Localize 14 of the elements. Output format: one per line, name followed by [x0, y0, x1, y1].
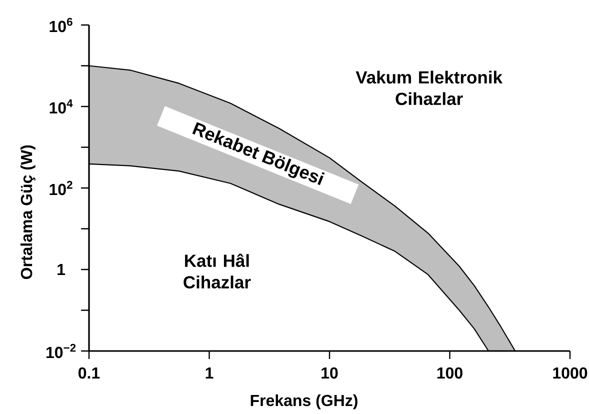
x-axis-title: Frekans (GHz) — [250, 394, 358, 410]
y-tick-label: 10$^{−2}$ — [46, 344, 76, 358]
y-axis-title: Ortalama Güç (W) — [20, 145, 36, 280]
annotation: Katı Hâl Cihazlar — [184, 254, 251, 288]
x-tick-label: 0.1 — [78, 367, 100, 379]
x-tick-label: 1000 — [553, 367, 588, 379]
y-tick-label: 10$^{6}$ — [50, 18, 72, 32]
x-tick-label: 1 — [206, 367, 214, 378]
x-tick-label: 10 — [322, 367, 338, 379]
y-tick-label: 1 — [58, 264, 66, 275]
y-tick-label: 10$^{4}$ — [50, 99, 73, 114]
x-tick-label: 100 — [437, 367, 462, 379]
annotation: Vakum Elektronik Cihazlar — [356, 70, 503, 106]
y-tick-label: 10$^{2}$ — [50, 180, 72, 196]
